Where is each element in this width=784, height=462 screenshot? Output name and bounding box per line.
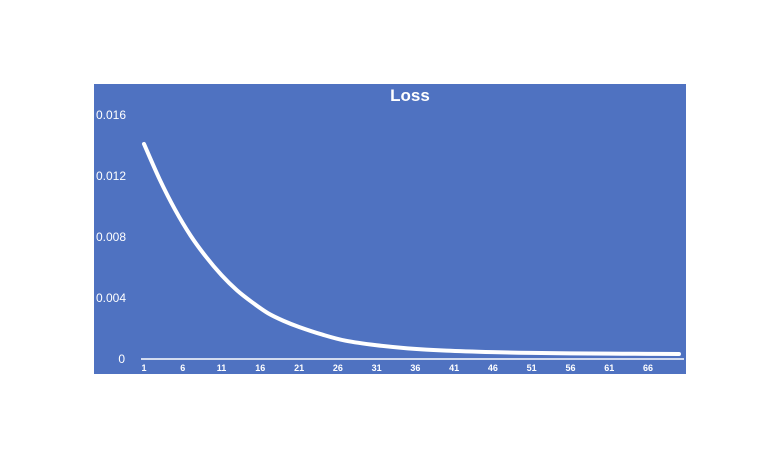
x-tick-label: 36 bbox=[410, 363, 420, 373]
x-tick-label: 16 bbox=[255, 363, 265, 373]
x-tick-label: 1 bbox=[141, 363, 146, 373]
x-tick-label: 46 bbox=[488, 363, 498, 373]
x-tick-label: 26 bbox=[333, 363, 343, 373]
plot-background bbox=[94, 84, 686, 374]
y-tick-label: 0.012 bbox=[96, 169, 126, 183]
x-tick-label: 41 bbox=[449, 363, 459, 373]
x-tick-label: 66 bbox=[643, 363, 653, 373]
loss-series-line bbox=[142, 141, 681, 356]
x-tick-label: 21 bbox=[294, 363, 304, 373]
x-tick-label: 11 bbox=[217, 363, 227, 373]
y-tick-label: 0.004 bbox=[96, 291, 126, 305]
chart-title: Loss bbox=[390, 86, 430, 105]
x-tick-label: 51 bbox=[527, 363, 537, 373]
x-tick-label: 56 bbox=[565, 363, 575, 373]
x-tick-label: 6 bbox=[180, 363, 185, 373]
y-tick-label: 0 bbox=[118, 352, 125, 366]
x-tick-label: 31 bbox=[372, 363, 382, 373]
x-tick-label: 61 bbox=[604, 363, 614, 373]
y-tick-label: 0.016 bbox=[96, 108, 126, 122]
y-tick-label: 0.008 bbox=[96, 230, 126, 244]
